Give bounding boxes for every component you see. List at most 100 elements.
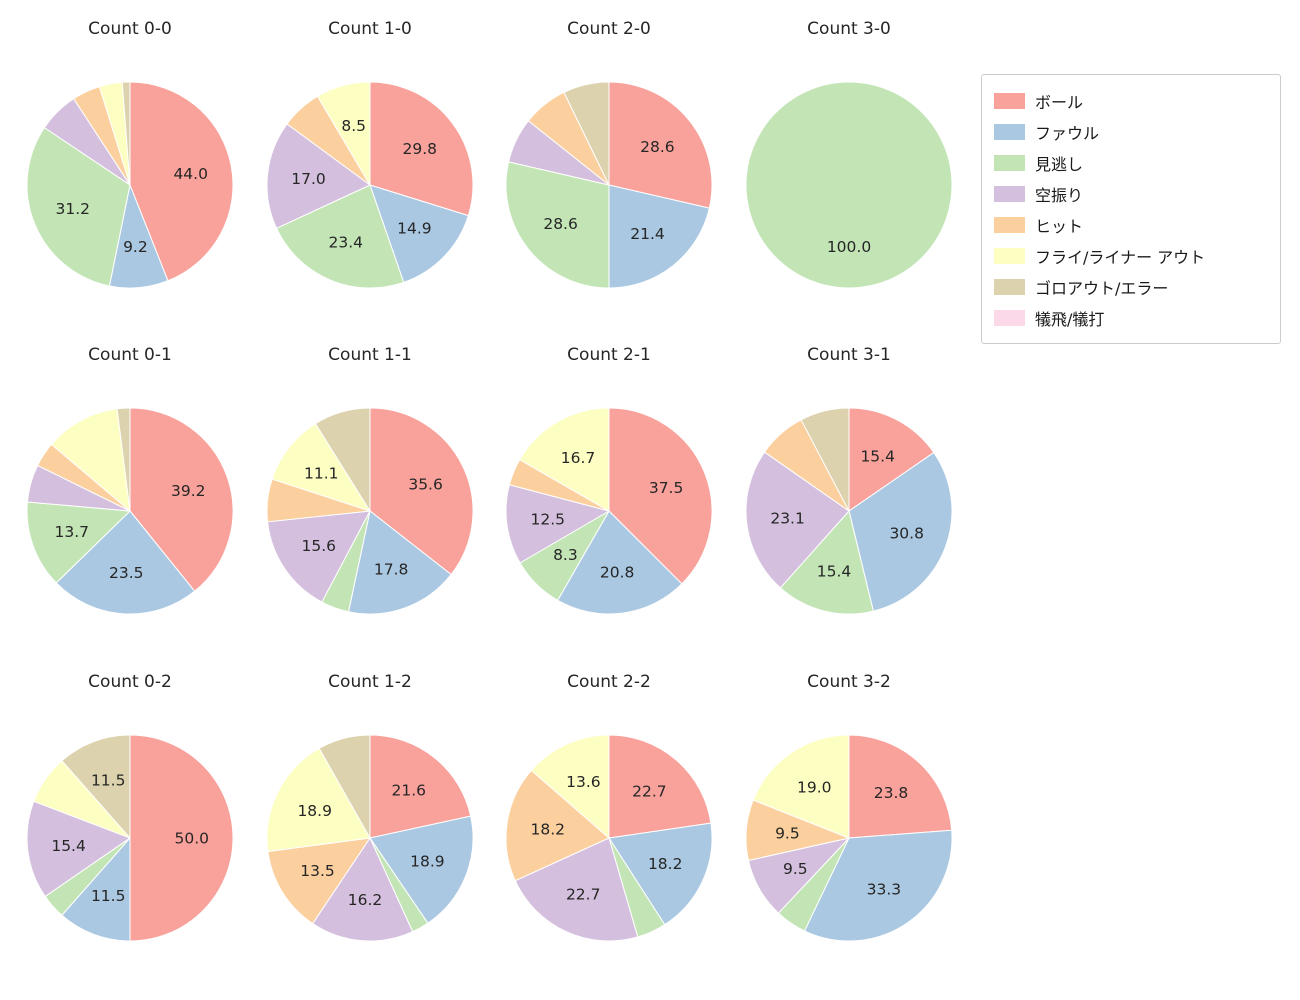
pie-slice-ground_out_error xyxy=(121,81,131,186)
slice-label-swinging: 12.5 xyxy=(531,511,566,529)
slice-label-ball: 39.2 xyxy=(171,482,206,500)
slice-label-ball: 29.8 xyxy=(403,140,438,158)
legend-label: 犠飛/犠打 xyxy=(1035,309,1105,329)
slice-label-swinging: 15.6 xyxy=(302,537,337,555)
pie-slice-foul xyxy=(55,510,196,615)
pie-slice-ball xyxy=(369,734,472,839)
pie-chart: 44.0 9.2 31.2 xyxy=(26,81,234,289)
slice-label-hit: 9.5 xyxy=(775,825,800,843)
slice-label-foul: 18.2 xyxy=(648,855,683,873)
pie-slice-ball xyxy=(608,407,713,585)
pie-slice-fly_liner_out xyxy=(317,81,371,186)
legend-label: 空振り xyxy=(1035,185,1084,205)
pie-chart: 21.6 18.9 16.2 13.5 18.9 xyxy=(266,734,474,942)
slice-label-swinging: 15.4 xyxy=(51,837,86,855)
pie-slice-looking xyxy=(779,510,874,615)
slice-label-ball: 37.5 xyxy=(649,479,684,497)
slice-label-swinging: 9.5 xyxy=(783,860,808,878)
pie-slice-hit xyxy=(267,837,371,925)
slice-label-foul: 11.5 xyxy=(91,887,126,905)
pie-slice-foul xyxy=(804,829,953,942)
pie-chart-cell-count-2-2: Count 2-2 22.7 18.2 22.7 18.2 13.6 xyxy=(503,671,715,944)
slice-label-swinging: 23.1 xyxy=(770,510,805,528)
slice-label-ball: 15.4 xyxy=(860,448,895,466)
chart-title: Count 1-2 xyxy=(328,672,412,692)
pie-chart: 39.2 23.5 13.7 xyxy=(26,407,234,615)
slice-label-foul: 20.8 xyxy=(600,564,635,582)
pie-slice-swinging xyxy=(267,510,371,603)
pie-slice-ball xyxy=(369,407,474,575)
slice-label-fly_liner_out: 11.1 xyxy=(304,464,339,482)
slice-label-swinging: 22.7 xyxy=(566,886,601,904)
pie-slice-fly_liner_out xyxy=(752,734,850,839)
slice-label-swinging: 17.0 xyxy=(291,170,326,188)
pie-slice-swinging xyxy=(266,123,371,229)
pie-slice-ball xyxy=(129,81,234,282)
slice-label-foul: 30.8 xyxy=(889,524,924,542)
pie-slice-ball xyxy=(129,407,234,592)
legend: ボール ファウル 見逃し 空振り ヒット フライ/ライナー アウト ゴロアウト/エラー 犠飛/… xyxy=(981,74,1281,344)
slice-label-looking: 13.7 xyxy=(55,523,90,541)
pie-slice-fly_liner_out xyxy=(266,747,371,853)
pie-chart-cell-count-3-2: Count 3-2 23.8 33.3 9.5 9.5 19.0 xyxy=(743,671,955,944)
slice-label-foul: 17.8 xyxy=(374,561,409,579)
pie-slice-ball xyxy=(608,734,712,839)
pie-slice-swinging xyxy=(312,837,414,942)
pie-slice-ball xyxy=(369,81,474,217)
pie-slice-fly_liner_out xyxy=(519,407,610,512)
legend-item-fly_liner_out: フライ/ライナー アウト xyxy=(994,240,1264,271)
chart-title: Count 3-1 xyxy=(807,345,891,365)
slice-label-foul: 33.3 xyxy=(867,880,902,898)
pie-chart: 29.8 14.9 23.4 17.0 8.5 xyxy=(266,81,474,289)
pie-slice-looking xyxy=(26,501,131,584)
slice-label-foul: 23.5 xyxy=(109,564,144,582)
pie-slice-hit xyxy=(505,769,610,882)
pie-slice-ground_out_error xyxy=(318,734,371,839)
pie-chart-cell-count-1-0: Count 1-0 29.8 14.9 23.4 17.0 8.5 xyxy=(264,18,476,291)
chart-title: Count 1-0 xyxy=(328,19,412,39)
pie-chart-cell-count-1-1: Count 1-1 35.6 17.8 15.6 11.1 xyxy=(264,344,476,617)
slice-label-looking: 28.6 xyxy=(543,215,578,233)
slice-label-fly_liner_out: 8.5 xyxy=(341,117,366,135)
pie-slice-swinging xyxy=(514,837,639,942)
chart-title: Count 0-1 xyxy=(88,345,172,365)
legend-label: ファウル xyxy=(1035,123,1100,143)
slice-label-ball: 50.0 xyxy=(175,829,210,847)
pie-chart-cell-count-0-0: Count 0-0 44.0 9.2 31.2 xyxy=(24,18,236,291)
slice-label-looking: 31.2 xyxy=(56,200,91,218)
chart-title: Count 0-0 xyxy=(88,19,172,39)
pie-slice-fly_liner_out xyxy=(271,423,371,512)
slice-label-fly_liner_out: 19.0 xyxy=(797,778,832,796)
slice-label-ball: 44.0 xyxy=(173,165,208,183)
pie-slice-swinging xyxy=(26,800,131,897)
legend-swatch-swinging xyxy=(994,185,1025,202)
pie-chart-cell-count-0-2: Count 0-2 50.0 11.5 15.4 11.5 xyxy=(24,671,236,944)
legend-swatch-ground_out_error xyxy=(994,278,1025,295)
pie-slice-ball xyxy=(848,734,953,839)
slice-label-hit: 18.2 xyxy=(531,821,566,839)
pie-chart-cell-count-3-1: Count 3-1 15.4 30.8 15.4 23.1 xyxy=(743,344,955,617)
chart-title: Count 0-2 xyxy=(88,672,172,692)
pie-slice-foul xyxy=(608,184,710,289)
legend-swatch-ball xyxy=(994,92,1025,109)
pie-slice-ball xyxy=(848,407,935,512)
legend-swatch-fly_liner_out xyxy=(994,247,1025,264)
pie-chart: 50.0 11.5 15.4 11.5 xyxy=(26,734,234,942)
slice-label-swinging: 16.2 xyxy=(348,891,383,909)
slice-label-fly_liner_out: 13.6 xyxy=(566,773,601,791)
pie-slice-foul xyxy=(608,822,713,926)
legend-label: 見逃し xyxy=(1035,154,1084,174)
pie-chart: 15.4 30.8 15.4 23.1 xyxy=(745,407,953,615)
chart-title: Count 2-1 xyxy=(567,345,651,365)
pie-chart-cell-count-0-1: Count 0-1 39.2 23.5 13.7 xyxy=(24,344,236,617)
legend-label: フライ/ライナー アウト xyxy=(1035,247,1206,267)
pie-slice-fly_liner_out xyxy=(530,734,610,839)
slice-label-foul: 14.9 xyxy=(397,219,432,237)
legend-swatch-hit xyxy=(994,216,1025,233)
chart-title: Count 2-0 xyxy=(567,19,651,39)
pie-chart-cell-count-1-2: Count 1-2 21.6 18.9 16.2 13.5 18.9 xyxy=(264,671,476,944)
pie-slice-ball xyxy=(129,734,234,942)
legend-label: ボール xyxy=(1035,92,1084,112)
pie-slice-foul xyxy=(369,184,469,283)
